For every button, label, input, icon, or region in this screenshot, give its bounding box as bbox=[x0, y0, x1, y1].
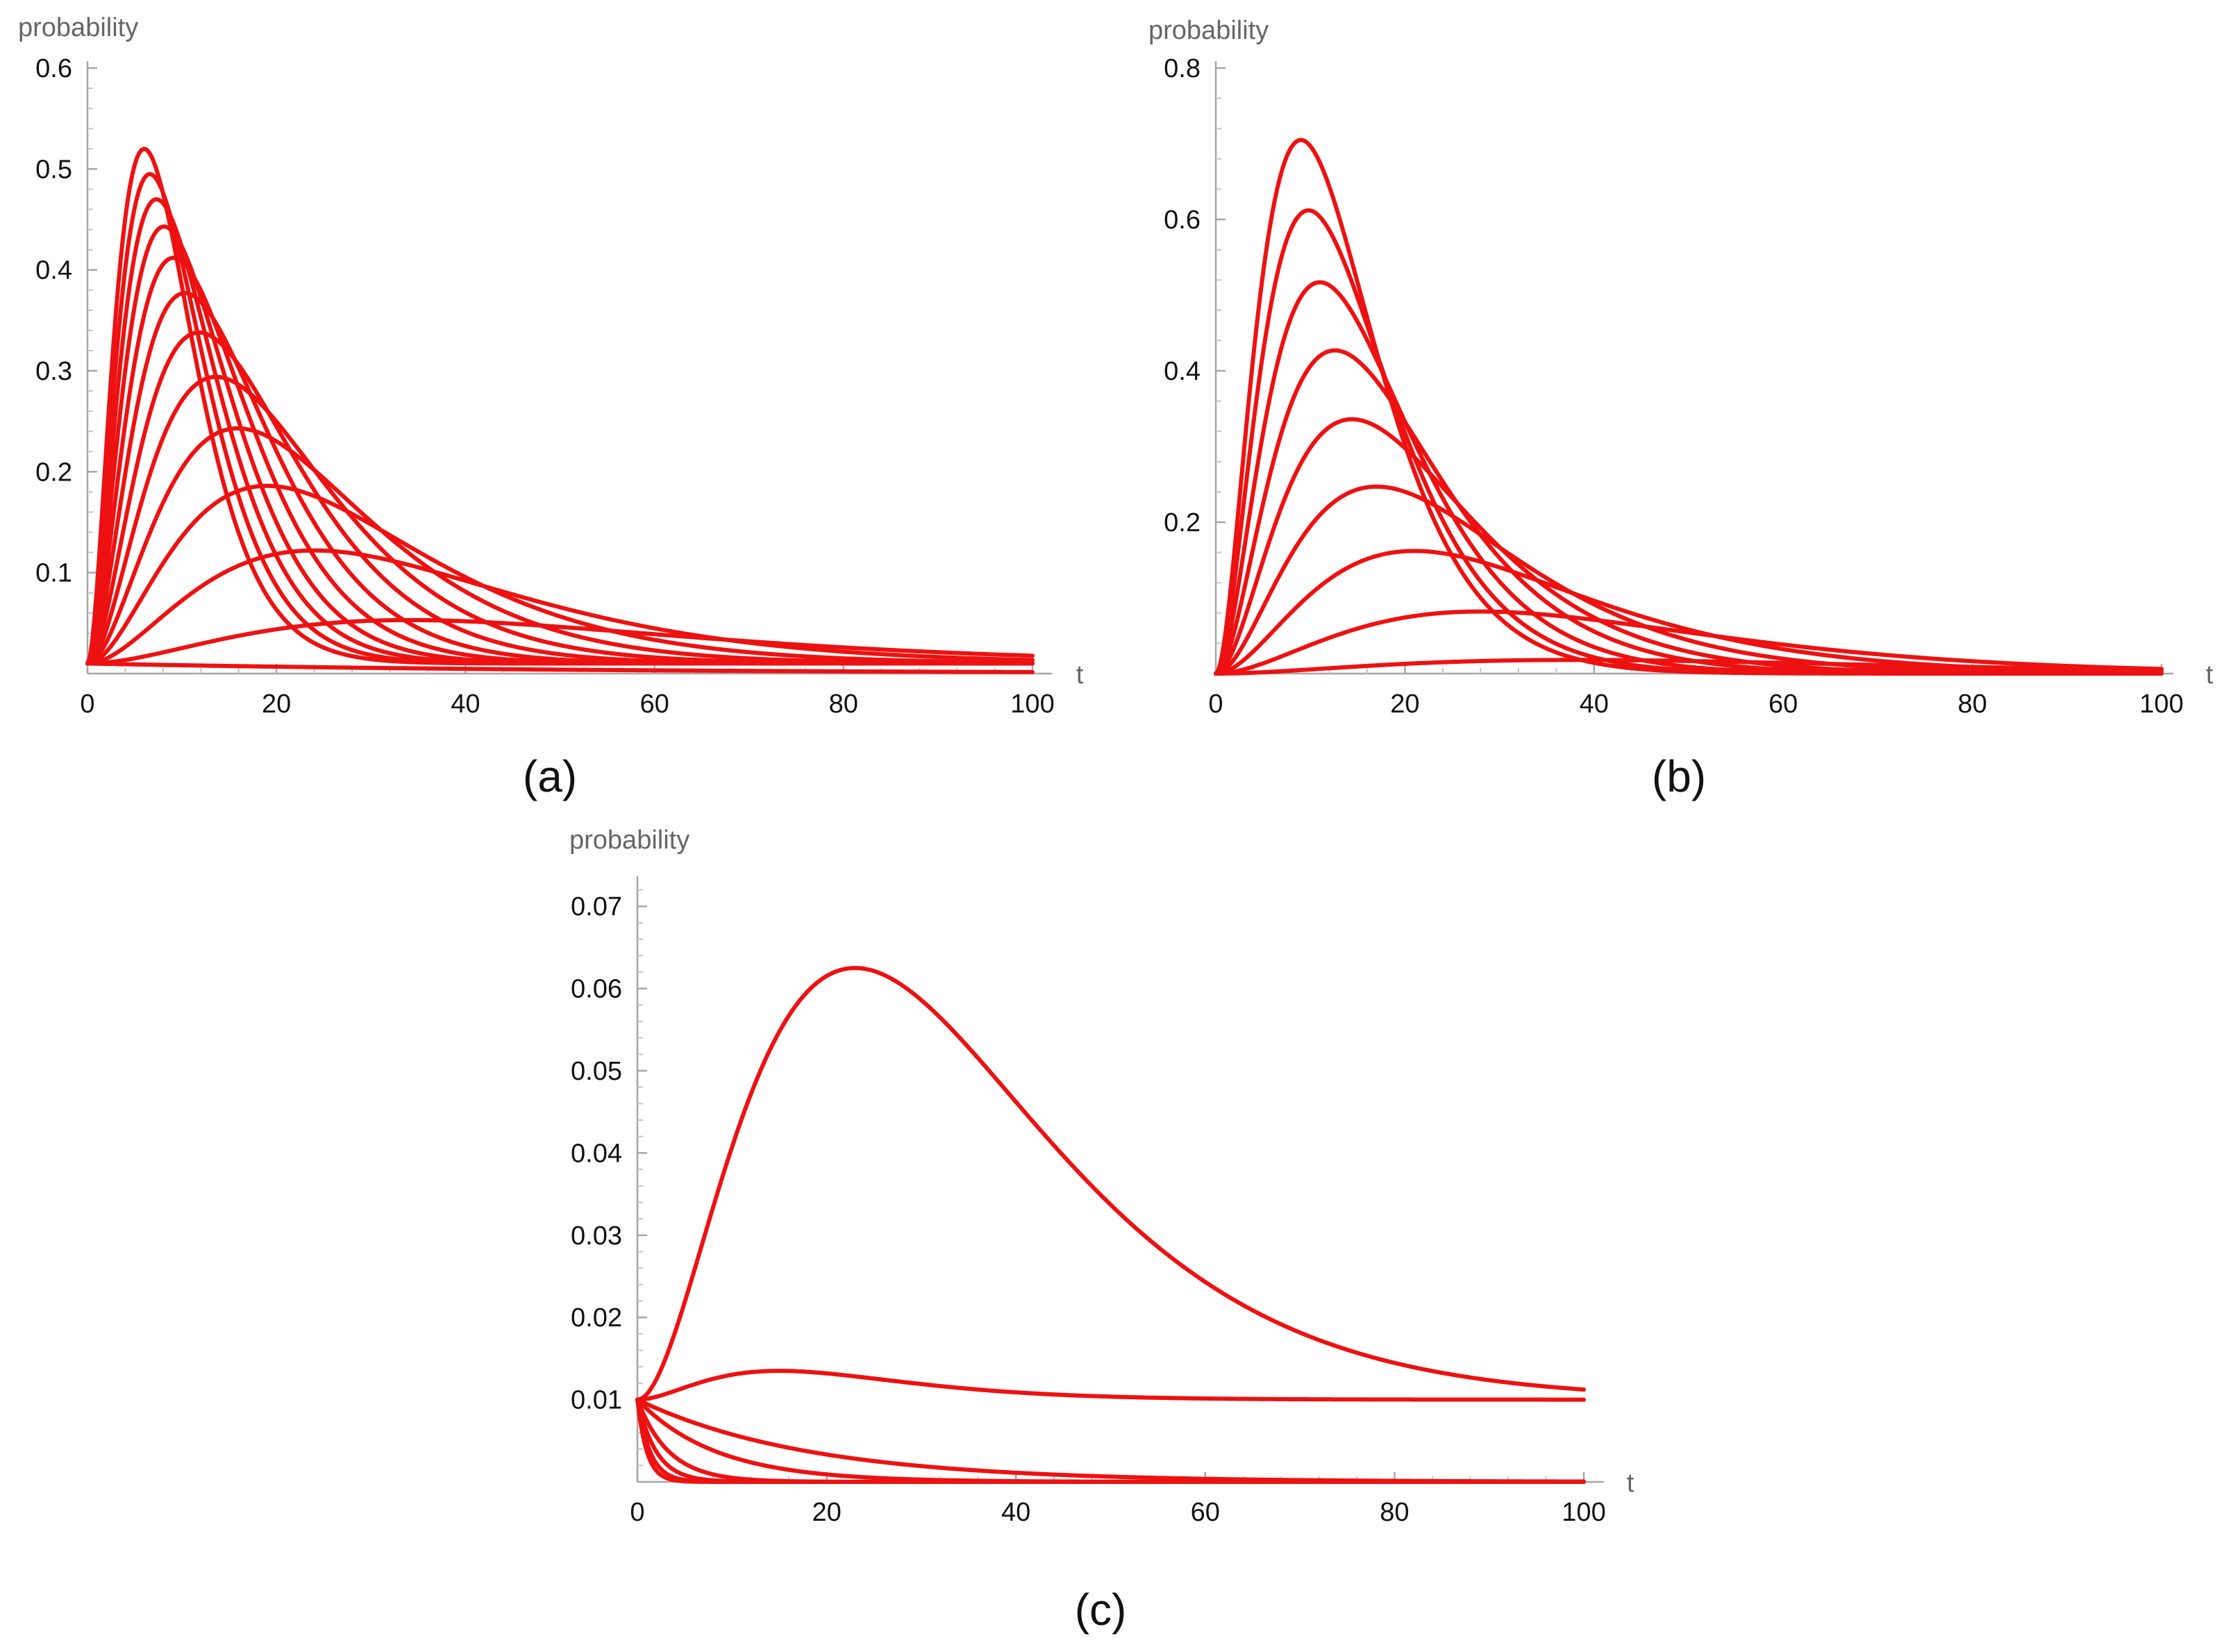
y-axis-title: probability bbox=[569, 826, 689, 855]
x-tick-label: 60 bbox=[1191, 1498, 1220, 1527]
y-axis-title: probability bbox=[18, 13, 138, 42]
y-tick-label: 0.4 bbox=[1164, 357, 1201, 386]
y-tick-label: 0.5 bbox=[35, 155, 72, 184]
series-line-curve-7 bbox=[1214, 549, 2164, 676]
series-line-curve-1 bbox=[635, 966, 1586, 1402]
x-tick-label: 60 bbox=[1769, 690, 1798, 719]
x-tick-label: 20 bbox=[1390, 690, 1419, 719]
y-tick-label: 0.6 bbox=[35, 54, 72, 83]
series-line-curve-8 bbox=[1214, 609, 2164, 676]
x-tick-label: 60 bbox=[639, 690, 669, 719]
series-line-curve-1 bbox=[85, 147, 1035, 666]
x-tick-label: 80 bbox=[1957, 690, 1987, 719]
y-tick-label: 0.6 bbox=[1164, 206, 1201, 235]
series-line-curve-4 bbox=[1214, 348, 2164, 676]
panel-a: 0 20 40 60 80 100 0.1 0.2 0.3 0.4 0.5 0.6 probabilit… bbox=[18, 13, 1084, 801]
y-tick-label: 0.07 bbox=[571, 892, 622, 921]
x-tick-label: 20 bbox=[262, 690, 291, 719]
series-line-curve-5 bbox=[1214, 417, 2164, 676]
y-tick-label: 0.03 bbox=[571, 1221, 622, 1251]
y-tick-label: 0.2 bbox=[35, 458, 72, 487]
series-line-curve-1 bbox=[1214, 137, 2164, 676]
series-line-curve-4 bbox=[635, 1397, 1586, 1484]
y-tick-label: 0.05 bbox=[571, 1057, 622, 1086]
series-line-curve-2 bbox=[635, 1369, 1586, 1402]
x-tick-label: 80 bbox=[829, 690, 858, 719]
x-tick-label: 0 bbox=[80, 690, 94, 719]
x-tick-label: 100 bbox=[2139, 690, 2183, 719]
x-tick-label: 100 bbox=[1010, 690, 1054, 719]
x-axis-title: t bbox=[1627, 1469, 1634, 1498]
y-tick-label: 0.2 bbox=[1164, 508, 1201, 537]
x-tick-label: 40 bbox=[451, 690, 480, 719]
y-tick-label: 0.1 bbox=[35, 559, 72, 588]
series-line-curve-13 bbox=[85, 661, 1035, 674]
x-tick-label: 20 bbox=[812, 1498, 841, 1527]
series-line-curve-9 bbox=[85, 426, 1035, 666]
x-axis-title: t bbox=[2206, 660, 2214, 690]
x-tick-label: 40 bbox=[1001, 1498, 1030, 1527]
y-tick-label: 0.06 bbox=[571, 975, 622, 1004]
series-line-curve-9 bbox=[1214, 658, 2164, 676]
series-line-curve-12 bbox=[85, 617, 1035, 666]
x-tick-label: 80 bbox=[1380, 1498, 1409, 1527]
y-tick-label: 0.8 bbox=[1164, 54, 1201, 83]
series-line-curve-3 bbox=[1214, 280, 2164, 676]
panel-c: 0 20 40 60 80 100 0.01 0.02 0.03 0.04 0.05 0.06 0.07… bbox=[569, 826, 1634, 1635]
series-line-curve-6 bbox=[1214, 484, 2164, 676]
y-tick-label: 0.02 bbox=[571, 1303, 622, 1333]
x-tick-label: 0 bbox=[630, 1498, 644, 1527]
series-line-curve-3 bbox=[85, 197, 1035, 666]
y-tick-label: 0.3 bbox=[35, 357, 72, 386]
x-axis-title: t bbox=[1076, 660, 1084, 690]
x-tick-label: 40 bbox=[1580, 690, 1609, 719]
x-tick-label: 0 bbox=[1208, 690, 1223, 719]
panel-label: (c) bbox=[1075, 1585, 1127, 1635]
y-tick-label: 0.04 bbox=[571, 1139, 622, 1168]
series-line-curve-4 bbox=[85, 224, 1035, 666]
y-tick-label: 0.4 bbox=[35, 256, 72, 285]
series-line-curve-11 bbox=[85, 548, 1035, 666]
series-line-curve-8 bbox=[635, 1397, 1586, 1484]
y-tick-label: 0.01 bbox=[571, 1386, 622, 1415]
x-tick-label: 100 bbox=[1562, 1498, 1605, 1527]
panel-label: (a) bbox=[523, 751, 577, 801]
panel-b: 0 20 40 60 80 100 0.2 0.4 0.6 0.8 probability t (b) bbox=[1148, 16, 2214, 801]
panel-label: (b) bbox=[1652, 751, 1706, 801]
y-axis-title: probability bbox=[1148, 16, 1269, 45]
series-line-curve-10 bbox=[85, 483, 1035, 666]
